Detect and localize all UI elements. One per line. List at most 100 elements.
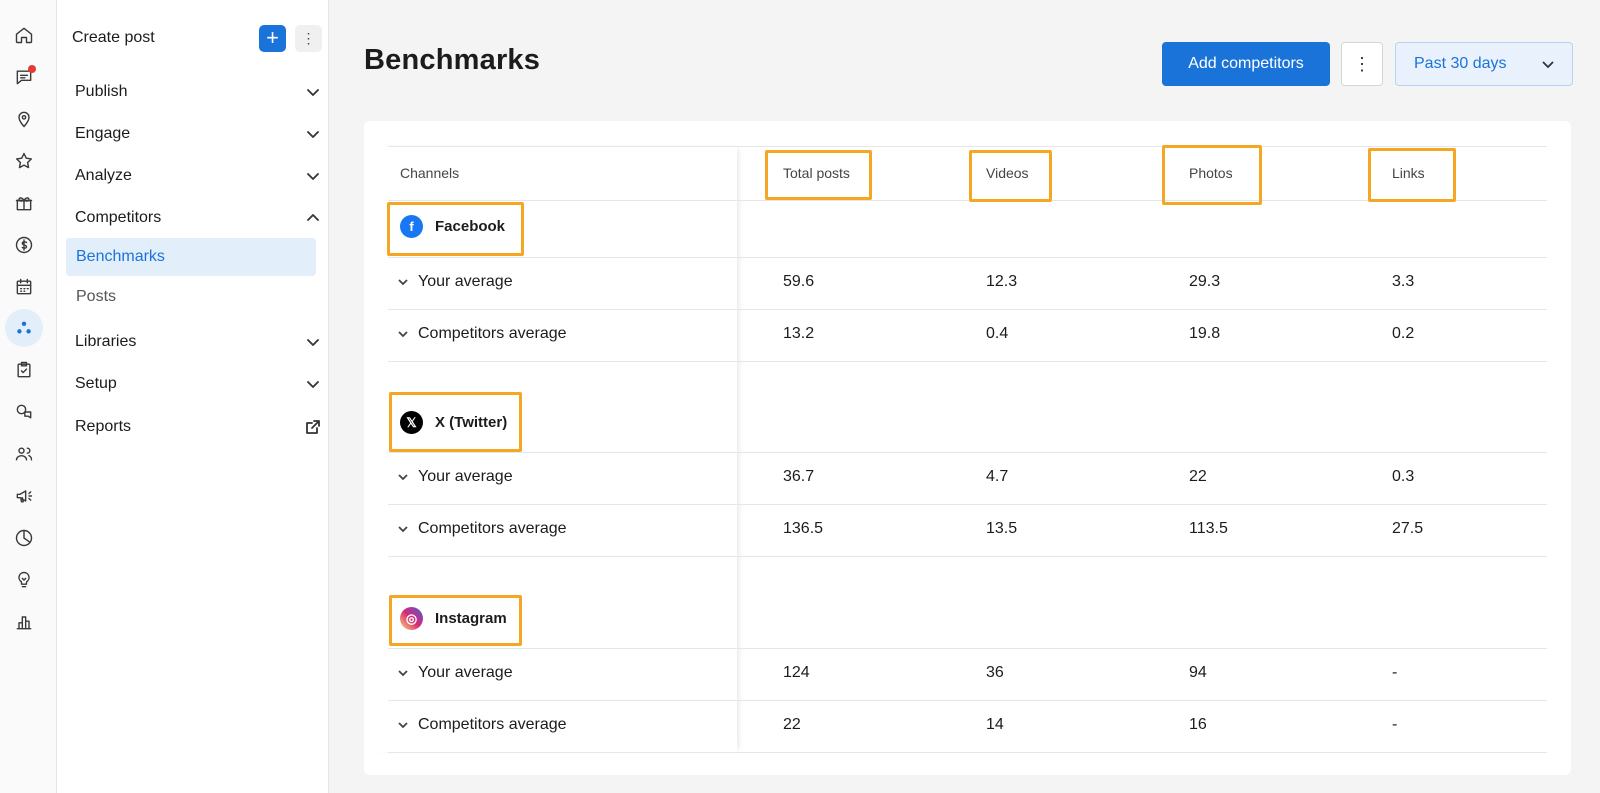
table-cell: 94	[1189, 664, 1207, 681]
gift-icon[interactable]	[10, 189, 38, 217]
row-label: Your average	[418, 664, 513, 681]
table-divider	[388, 309, 1547, 310]
create-post-label: Create post	[72, 29, 155, 46]
create-post-more-button[interactable]: ⋮	[295, 24, 322, 52]
table-divider	[388, 452, 1547, 453]
column-header-photos: Photos	[1189, 165, 1233, 181]
table-cell: -	[1392, 716, 1398, 733]
home-icon[interactable]	[10, 21, 38, 49]
table-cell: 16	[1189, 716, 1207, 733]
chevron-down-icon	[398, 474, 408, 481]
table-divider	[388, 504, 1547, 505]
channel-name: Instagram	[435, 610, 507, 627]
nav-item-label: Setup	[75, 375, 117, 392]
nav-item-reports[interactable]: Reports	[75, 413, 321, 441]
add-competitors-button[interactable]: Add competitors	[1162, 42, 1330, 86]
table-row-facebook-your-average[interactable]: Your average	[397, 273, 513, 291]
table-row-instagram-your-average[interactable]: Your average	[397, 664, 513, 682]
nav-item-benchmarks[interactable]: Benchmarks	[66, 238, 316, 276]
dollar-icon[interactable]	[10, 231, 38, 259]
table-cell: 59.6	[783, 273, 815, 290]
instagram-icon: ◎	[400, 607, 423, 630]
table-cell: 27.5	[1392, 520, 1424, 537]
table-cell: 136.5	[783, 520, 824, 537]
table-cell: 13.5	[986, 520, 1018, 537]
table-row-x-competitors-average[interactable]: Competitors average	[397, 520, 567, 538]
column-header-links: Links	[1392, 165, 1425, 181]
megaphone-icon[interactable]	[10, 482, 38, 510]
page-title: Benchmarks	[364, 44, 541, 76]
nav-item-competitors[interactable]: Competitors	[75, 204, 321, 232]
table-cell: 0.2	[1392, 325, 1415, 342]
more-options-button[interactable]: ⋮	[1341, 42, 1383, 86]
column-header-total-posts: Total posts	[783, 165, 850, 181]
nav-item-libraries[interactable]: Libraries	[75, 328, 321, 356]
table-row-x-your-average[interactable]: Your average	[397, 468, 513, 486]
icon-rail	[0, 0, 57, 793]
chevron-down-icon	[398, 331, 408, 338]
table-cell: 22	[783, 716, 801, 733]
pie-chart-icon[interactable]	[10, 524, 38, 552]
chevron-down-icon	[1542, 61, 1554, 69]
table-divider	[388, 200, 1547, 201]
nav-item-label: Publish	[75, 83, 128, 100]
table-cell: 12.3	[986, 273, 1018, 290]
table-cell: -	[1392, 664, 1398, 681]
chevron-down-icon	[398, 722, 408, 729]
facebook-icon: f	[400, 215, 423, 238]
nav-item-publish[interactable]: Publish	[75, 78, 321, 106]
table-row-facebook-competitors-average[interactable]: Competitors average	[397, 325, 567, 343]
nav-item-posts[interactable]: Posts	[76, 288, 117, 305]
benchmarks-table-card	[364, 121, 1571, 775]
bulb-icon[interactable]	[10, 566, 38, 594]
x-icon: 𝕏	[400, 411, 423, 434]
location-icon[interactable]	[10, 105, 38, 133]
table-cell: 4.7	[986, 468, 1009, 485]
nav-item-engage[interactable]: Engage	[75, 120, 321, 148]
create-post-button[interactable]: +	[259, 24, 286, 52]
channel-name: Facebook	[435, 218, 506, 235]
column-header-channels: Channels	[400, 165, 460, 181]
table-cell: 0.3	[1392, 468, 1415, 485]
row-label: Competitors average	[418, 716, 567, 733]
nav-item-label: Engage	[75, 125, 131, 142]
table-divider	[388, 700, 1547, 701]
chevron-up-icon	[307, 214, 319, 221]
navigation-panel: Create post + ⋮ Publish Engage Analyze C…	[57, 0, 329, 793]
table-cell: 29.3	[1189, 273, 1221, 290]
channel-name: X (Twitter)	[435, 414, 508, 431]
table-cell: 14	[986, 716, 1004, 733]
table-divider	[388, 752, 1547, 753]
chevron-down-icon	[307, 381, 319, 388]
competitors-icon[interactable]	[5, 309, 43, 347]
row-label: Your average	[418, 468, 513, 485]
table-divider	[388, 361, 1547, 362]
nav-item-label: Libraries	[75, 333, 137, 350]
table-divider	[388, 648, 1547, 649]
chevron-down-icon	[307, 131, 319, 138]
people-icon[interactable]	[10, 440, 38, 468]
nav-item-label: Reports	[75, 418, 132, 435]
table-cell: 124	[783, 664, 810, 681]
messages-icon[interactable]	[10, 63, 38, 91]
date-range-select[interactable]: Past 30 days	[1395, 42, 1573, 86]
create-post-row: Create post + ⋮	[72, 22, 322, 54]
chevron-down-icon	[398, 526, 408, 533]
chevron-down-icon	[398, 279, 408, 286]
nav-item-setup[interactable]: Setup	[75, 370, 321, 398]
channel-facebook: f Facebook	[400, 215, 505, 238]
column-header-videos: Videos	[986, 165, 1029, 181]
tasks-icon[interactable]	[10, 356, 38, 384]
calendar-icon[interactable]	[10, 273, 38, 301]
table-divider	[388, 146, 1547, 147]
table-cell: 36	[986, 664, 1004, 681]
table-cell: 113.5	[1189, 520, 1228, 537]
table-cell: 19.8	[1189, 325, 1221, 342]
table-divider	[388, 257, 1547, 258]
nav-item-analyze[interactable]: Analyze	[75, 162, 321, 190]
chat-icon[interactable]	[10, 398, 38, 426]
star-icon[interactable]	[10, 147, 38, 175]
table-row-instagram-competitors-average[interactable]: Competitors average	[397, 716, 567, 734]
chevron-down-icon	[307, 173, 319, 180]
bar-chart-icon[interactable]	[10, 608, 38, 636]
